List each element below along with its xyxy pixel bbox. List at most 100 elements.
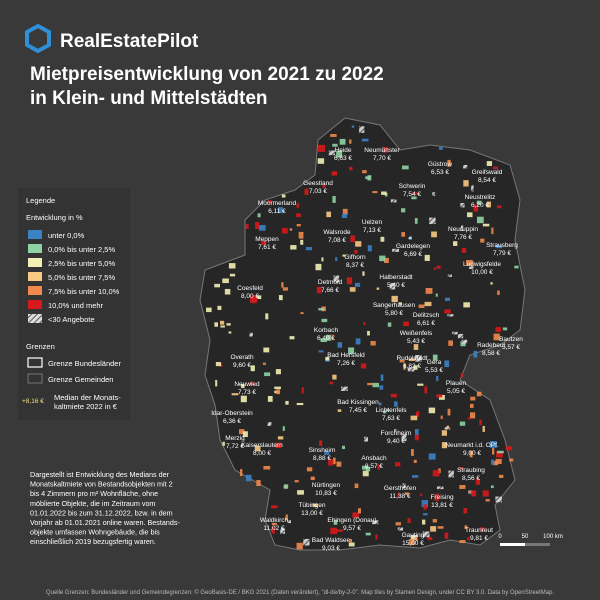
municipality-patch [433,267,436,271]
municipality-patch [301,387,304,394]
municipality-patch [403,363,406,370]
municipality-patch [241,384,245,389]
municipality-patch [220,320,225,325]
municipality-patch [441,430,447,436]
municipality-patch [498,474,504,478]
municipality-patch [394,401,398,407]
municipality-patch [229,273,236,277]
municipality-patch [413,365,418,370]
municipality-patch [415,411,420,417]
municipality-patch [214,283,220,288]
municipality-patch [339,138,346,145]
municipality-patch [362,170,367,174]
municipality-patch [367,245,372,252]
municipality-patch [357,508,361,514]
municipality-patch [495,496,502,503]
municipality-patch [412,192,419,195]
municipality-patch [423,504,427,510]
municipality-patch [282,287,288,291]
municipality-patch [278,295,283,301]
municipality-patch [447,408,451,416]
municipality-patch [437,486,444,490]
city-name: Idar-Oberstein [211,410,253,417]
municipality-patch [354,249,358,254]
municipality-patch [440,415,443,420]
municipality-patch [421,500,428,508]
municipality-patch [263,465,271,470]
municipality-patch [423,513,428,516]
city-name: Lichtenfels [375,407,407,414]
city-name: Nürtingen [312,482,341,489]
municipality-patch [480,527,485,532]
municipality-patch [509,458,514,462]
municipality-patch [349,166,353,171]
title-line: Mietpreisentwicklung von 2021 zu 2022 [30,64,384,85]
municipality-patch [289,336,295,340]
municipality-patch [287,520,291,524]
municipality-patch [422,519,426,525]
city-name: Schwerin [399,183,426,190]
municipality-patch [469,412,476,419]
municipality-patch [444,532,449,539]
city-value: 8,00 € [241,293,259,300]
municipality-patch [306,467,313,472]
municipality-patch [399,359,405,363]
city-value: 11,38 € [389,493,411,500]
municipality-patch [466,259,473,266]
city-value: 6,63 € [334,155,352,162]
city-value: 10,00 € [471,269,493,276]
city-value: 7,26 € [337,360,355,367]
municipality-patch [386,409,389,412]
municipality-patch [321,318,328,323]
city-name: Neustrelitz [465,194,496,201]
municipality-patch [459,540,466,544]
note-line: Dargestellt ist Entwicklung des Medians … [30,470,170,479]
municipality-patch [367,175,372,181]
municipality-patch [495,327,502,332]
city-value: 8,54 € [478,177,496,184]
note-line: Vorjahr ab 01.01.2021 online waren. Best… [30,518,180,527]
municipality-patch [271,526,275,534]
municipality-patch [275,442,282,449]
municipality-patch [432,192,436,197]
municipality-patch [476,200,482,205]
municipality-patch [375,534,378,540]
municipality-patch [473,204,479,212]
municipality-patch [467,537,470,541]
municipality-patch [257,295,262,300]
city-name: Detmold [318,279,343,286]
municipality-patch [403,321,409,327]
city-value: 7,54 € [403,191,421,198]
municipality-patch [239,429,245,435]
municipality-patch [226,323,231,326]
municipality-patch [372,382,380,388]
municipality-patch [355,241,362,247]
city-value: 7,61 € [258,244,276,251]
city-name: Gauting [402,532,425,539]
municipality-patch [322,184,326,188]
city-name: Bad Kissingen [337,399,379,406]
municipality-patch [316,286,322,294]
municipality-patch [342,445,346,450]
municipality-patch [470,396,476,401]
title-line: in Klein- und Mittelstädten [30,88,268,109]
municipality-patch [239,469,243,477]
city-name: Halberstadt [379,274,412,281]
city-name: Moormerland [258,200,297,207]
city-value: 6,20 € [471,202,489,209]
municipality-patch [427,536,433,541]
municipality-patch [408,358,416,361]
city-value: 6,82 € [403,363,421,370]
source: Quelle Grenzen: Bundesländer und Gemeind… [46,589,555,596]
municipality-patch [469,450,473,458]
municipality-patch [333,457,336,465]
city-value: 5,57 € [502,344,520,351]
municipality-patch [460,341,466,347]
municipality-patch [215,379,218,387]
note-line: einschließlich 2019 bezugsfertig waren. [30,537,156,546]
municipality-patch [331,171,338,176]
municipality-patch [493,166,498,170]
municipality-patch [414,218,418,224]
municipality-patch [379,255,386,262]
municipality-patch [422,531,430,538]
